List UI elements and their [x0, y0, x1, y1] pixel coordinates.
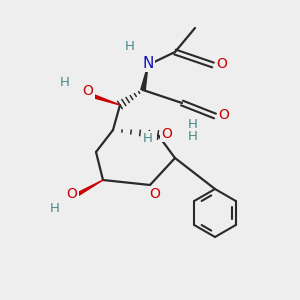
Text: O: O — [219, 108, 230, 122]
Text: O: O — [162, 127, 172, 141]
Text: O: O — [150, 187, 160, 201]
Polygon shape — [141, 65, 148, 90]
Text: N: N — [142, 56, 154, 70]
Polygon shape — [89, 93, 120, 105]
Text: O: O — [67, 187, 77, 201]
Text: H: H — [125, 40, 135, 53]
Text: H: H — [188, 118, 198, 131]
Polygon shape — [72, 180, 103, 199]
Text: H: H — [188, 130, 198, 142]
Text: O: O — [217, 57, 227, 71]
Text: H: H — [60, 76, 70, 89]
Text: O: O — [82, 84, 93, 98]
Text: H: H — [143, 133, 153, 146]
Text: H: H — [50, 202, 60, 215]
